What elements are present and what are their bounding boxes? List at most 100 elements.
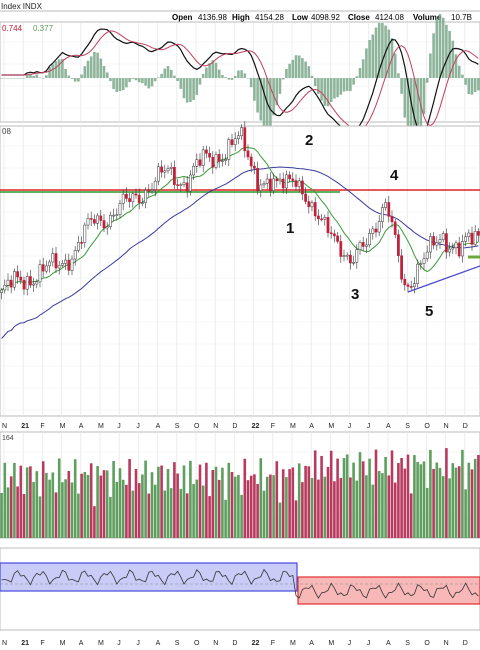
x-tick-label: 21	[21, 423, 29, 430]
volume-bar	[454, 467, 458, 538]
candle	[38, 264, 42, 283]
volume-bar	[451, 463, 455, 538]
volume-bar	[134, 469, 138, 538]
macd-histogram-bar	[195, 78, 199, 95]
candle	[243, 127, 247, 152]
volume-bar	[320, 455, 323, 538]
x-tick-label: F	[40, 640, 44, 647]
x-tick-label: 22	[252, 640, 260, 647]
candle	[253, 165, 256, 169]
macd-histogram-bar	[166, 66, 170, 78]
candle	[192, 166, 195, 176]
macd-histogram-bar	[115, 78, 119, 92]
candle	[259, 184, 263, 191]
candle	[256, 168, 259, 191]
macd-histogram-bar	[361, 59, 365, 78]
x-tick-label: J	[348, 640, 352, 647]
macd-histogram-bar	[416, 78, 419, 157]
volume-bar	[45, 472, 48, 538]
candle	[35, 281, 39, 285]
candle	[265, 178, 269, 184]
macd-histogram-bar	[333, 78, 336, 99]
volume-bar	[400, 458, 403, 538]
wave-label-2: 2	[305, 132, 313, 149]
candle	[201, 149, 205, 166]
volume-bar	[301, 482, 304, 538]
volume-bar	[397, 463, 400, 538]
volume-bar	[381, 473, 384, 538]
macd-histogram-bar	[64, 68, 67, 78]
volume-bar	[214, 466, 218, 538]
macd-histogram-bar	[73, 78, 77, 82]
candle	[83, 224, 87, 243]
candle	[125, 193, 128, 199]
macd-histogram-bar	[201, 73, 205, 78]
candle	[211, 156, 215, 168]
wave-label-1: 1	[286, 220, 294, 237]
volume-bar	[422, 461, 426, 538]
volume-bar	[185, 493, 189, 538]
wave-label-5: 5	[425, 303, 433, 320]
macd-histogram-bar	[403, 78, 407, 118]
x-tick-label: N	[213, 640, 218, 647]
macd-histogram-bar	[61, 58, 64, 78]
macd-histogram-bar	[16, 78, 19, 79]
rsi-panel	[0, 547, 480, 631]
macd-histogram-bar	[336, 78, 339, 98]
volume-bar	[163, 490, 167, 538]
volume-value: 10.7B	[451, 13, 472, 22]
volume-bar	[205, 462, 208, 538]
close-label: Close	[348, 13, 370, 22]
candle	[32, 283, 35, 286]
macd-histogram-bar	[320, 78, 323, 101]
macd-histogram-bar	[22, 78, 26, 79]
macd-histogram-bar	[54, 61, 58, 78]
candle	[352, 262, 355, 264]
candle	[45, 265, 48, 272]
candle	[57, 265, 61, 269]
triangle-lower-trendline	[407, 265, 480, 293]
macd-histogram-bar	[393, 53, 397, 78]
x-tick-label: J	[136, 640, 140, 647]
candle	[377, 221, 381, 233]
x-tick-label: D	[232, 640, 237, 647]
candle	[22, 280, 26, 290]
candle	[240, 127, 243, 137]
rsi-uptrend-box	[0, 562, 298, 592]
candle	[237, 135, 240, 140]
candle	[121, 193, 125, 204]
macd-histogram-bar	[419, 78, 423, 141]
macd-histogram-bar	[477, 78, 480, 91]
macd-histogram-bar	[150, 78, 154, 87]
x-tick-label: N	[213, 423, 218, 430]
candle	[86, 218, 90, 226]
volume-bar	[160, 465, 163, 538]
macd-histogram-bar	[86, 60, 90, 78]
macd-histogram-bar	[179, 78, 183, 89]
volume-bar	[35, 471, 39, 538]
volume-bar	[13, 462, 16, 538]
macd-histogram-bar	[48, 67, 51, 78]
volume-bar	[246, 480, 250, 538]
volume-bar	[281, 469, 285, 538]
volume-bar	[115, 481, 119, 538]
volume-bar	[307, 466, 311, 538]
candle	[115, 214, 119, 216]
macd-histogram-bar	[240, 70, 243, 78]
candle	[112, 214, 115, 217]
volume-bar	[371, 484, 375, 538]
candle	[422, 258, 426, 264]
candle	[61, 263, 64, 266]
macd-histogram-bar	[160, 73, 163, 78]
macd-histogram-bar	[307, 66, 311, 78]
volume-label: Volume	[413, 13, 442, 22]
candle	[29, 276, 32, 286]
volume-bar	[51, 472, 55, 538]
candle	[432, 236, 435, 246]
volume-bar	[435, 462, 439, 538]
candle	[448, 248, 451, 253]
macd-histogram-bar	[198, 78, 202, 85]
macd-histogram-bar	[358, 67, 362, 78]
volume-bar	[262, 490, 266, 538]
candle	[294, 180, 298, 187]
